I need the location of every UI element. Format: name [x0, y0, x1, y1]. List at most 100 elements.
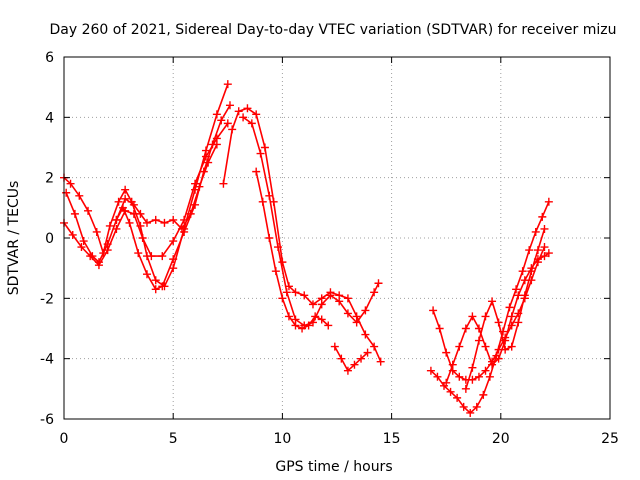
data-point: [324, 321, 333, 330]
data-point: [311, 312, 320, 321]
data-point: [186, 209, 195, 218]
data-point: [518, 267, 527, 276]
data-point: [70, 209, 79, 218]
data-point: [376, 357, 385, 366]
data-point: [474, 372, 483, 381]
data-point: [271, 267, 280, 276]
data-point: [505, 303, 514, 312]
data-point: [435, 324, 444, 333]
data-point: [501, 345, 510, 354]
grid: [64, 57, 610, 419]
data-point: [442, 378, 451, 387]
data-point: [114, 197, 123, 206]
x-tick-label: 20: [492, 431, 510, 447]
y-tick-label: 0: [45, 231, 54, 247]
data-point: [278, 294, 287, 303]
data-point: [488, 297, 497, 306]
data-point: [481, 366, 490, 375]
data-point: [234, 107, 243, 116]
data-point: [291, 321, 300, 330]
series-arc-8: [330, 342, 372, 375]
axis-ticks: 0 5 10 15 20 25 -6 -4 -2 0 2 4 6: [40, 50, 619, 447]
data-point: [169, 264, 178, 273]
data-point: [317, 300, 326, 309]
data-point: [212, 110, 221, 119]
series-arc-10: [429, 243, 549, 384]
series-arc-3: [60, 119, 232, 270]
data-point: [151, 276, 160, 285]
data-point: [426, 366, 435, 375]
data-point: [66, 179, 75, 188]
series-arc-5: [219, 104, 385, 366]
data-point: [461, 324, 470, 333]
data-point: [84, 206, 93, 215]
series-arc-7: [252, 167, 333, 333]
data-point: [68, 230, 77, 239]
data-point: [142, 218, 151, 227]
series-arc-4: [112, 140, 221, 233]
data-point: [225, 101, 234, 110]
data-point: [525, 246, 534, 255]
data-point: [448, 360, 457, 369]
data-point: [212, 140, 221, 149]
data-point: [86, 252, 95, 261]
data-point: [442, 348, 451, 357]
data-point: [461, 384, 470, 393]
data-point: [158, 252, 167, 261]
data-point: [158, 282, 167, 291]
data-point: [350, 360, 359, 369]
data-point: [357, 354, 366, 363]
data-point: [94, 261, 103, 270]
data-point: [533, 246, 542, 255]
data-point: [228, 125, 237, 134]
data-point: [370, 288, 379, 297]
x-tick-label: 0: [60, 431, 69, 447]
data-point: [370, 342, 379, 351]
data-point: [204, 158, 213, 167]
data-point: [265, 234, 274, 242]
data-point: [134, 249, 143, 258]
data-point: [129, 200, 138, 209]
data-point: [446, 387, 455, 396]
data-point: [169, 237, 178, 246]
data-point: [520, 276, 529, 285]
data-point: [308, 300, 317, 309]
data-point: [468, 312, 477, 321]
data-point: [191, 179, 200, 188]
data-point: [274, 243, 283, 252]
data-point: [151, 285, 160, 294]
series-arc-12: [461, 224, 549, 393]
chart-title: Day 260 of 2021, Sidereal Day-to-day VTE…: [50, 22, 617, 38]
x-tick-label: 15: [383, 431, 401, 447]
data-point: [352, 318, 361, 327]
data-point: [540, 243, 549, 252]
data-point: [507, 342, 516, 351]
data-point: [514, 318, 523, 327]
data-point: [278, 258, 287, 267]
data-point: [472, 402, 481, 411]
data-point: [201, 152, 210, 161]
data-point: [223, 80, 232, 89]
data-point: [75, 191, 84, 200]
data-point: [453, 393, 462, 402]
data-point: [112, 224, 121, 233]
data-point: [121, 206, 130, 215]
data-point: [481, 312, 490, 321]
series-layer: [60, 80, 553, 417]
data-point: [540, 224, 549, 233]
series-line: [432, 246, 546, 381]
data-point: [112, 215, 121, 224]
data-point: [260, 143, 269, 152]
data-point: [459, 402, 468, 411]
data-point: [103, 246, 112, 255]
data-point: [252, 167, 261, 176]
data-point: [77, 243, 86, 252]
data-point: [455, 372, 464, 381]
data-point: [177, 224, 186, 233]
data-point: [343, 294, 352, 303]
data-point: [512, 285, 521, 294]
data-point: [247, 119, 256, 128]
data-point: [223, 119, 232, 128]
data-point: [169, 215, 178, 224]
